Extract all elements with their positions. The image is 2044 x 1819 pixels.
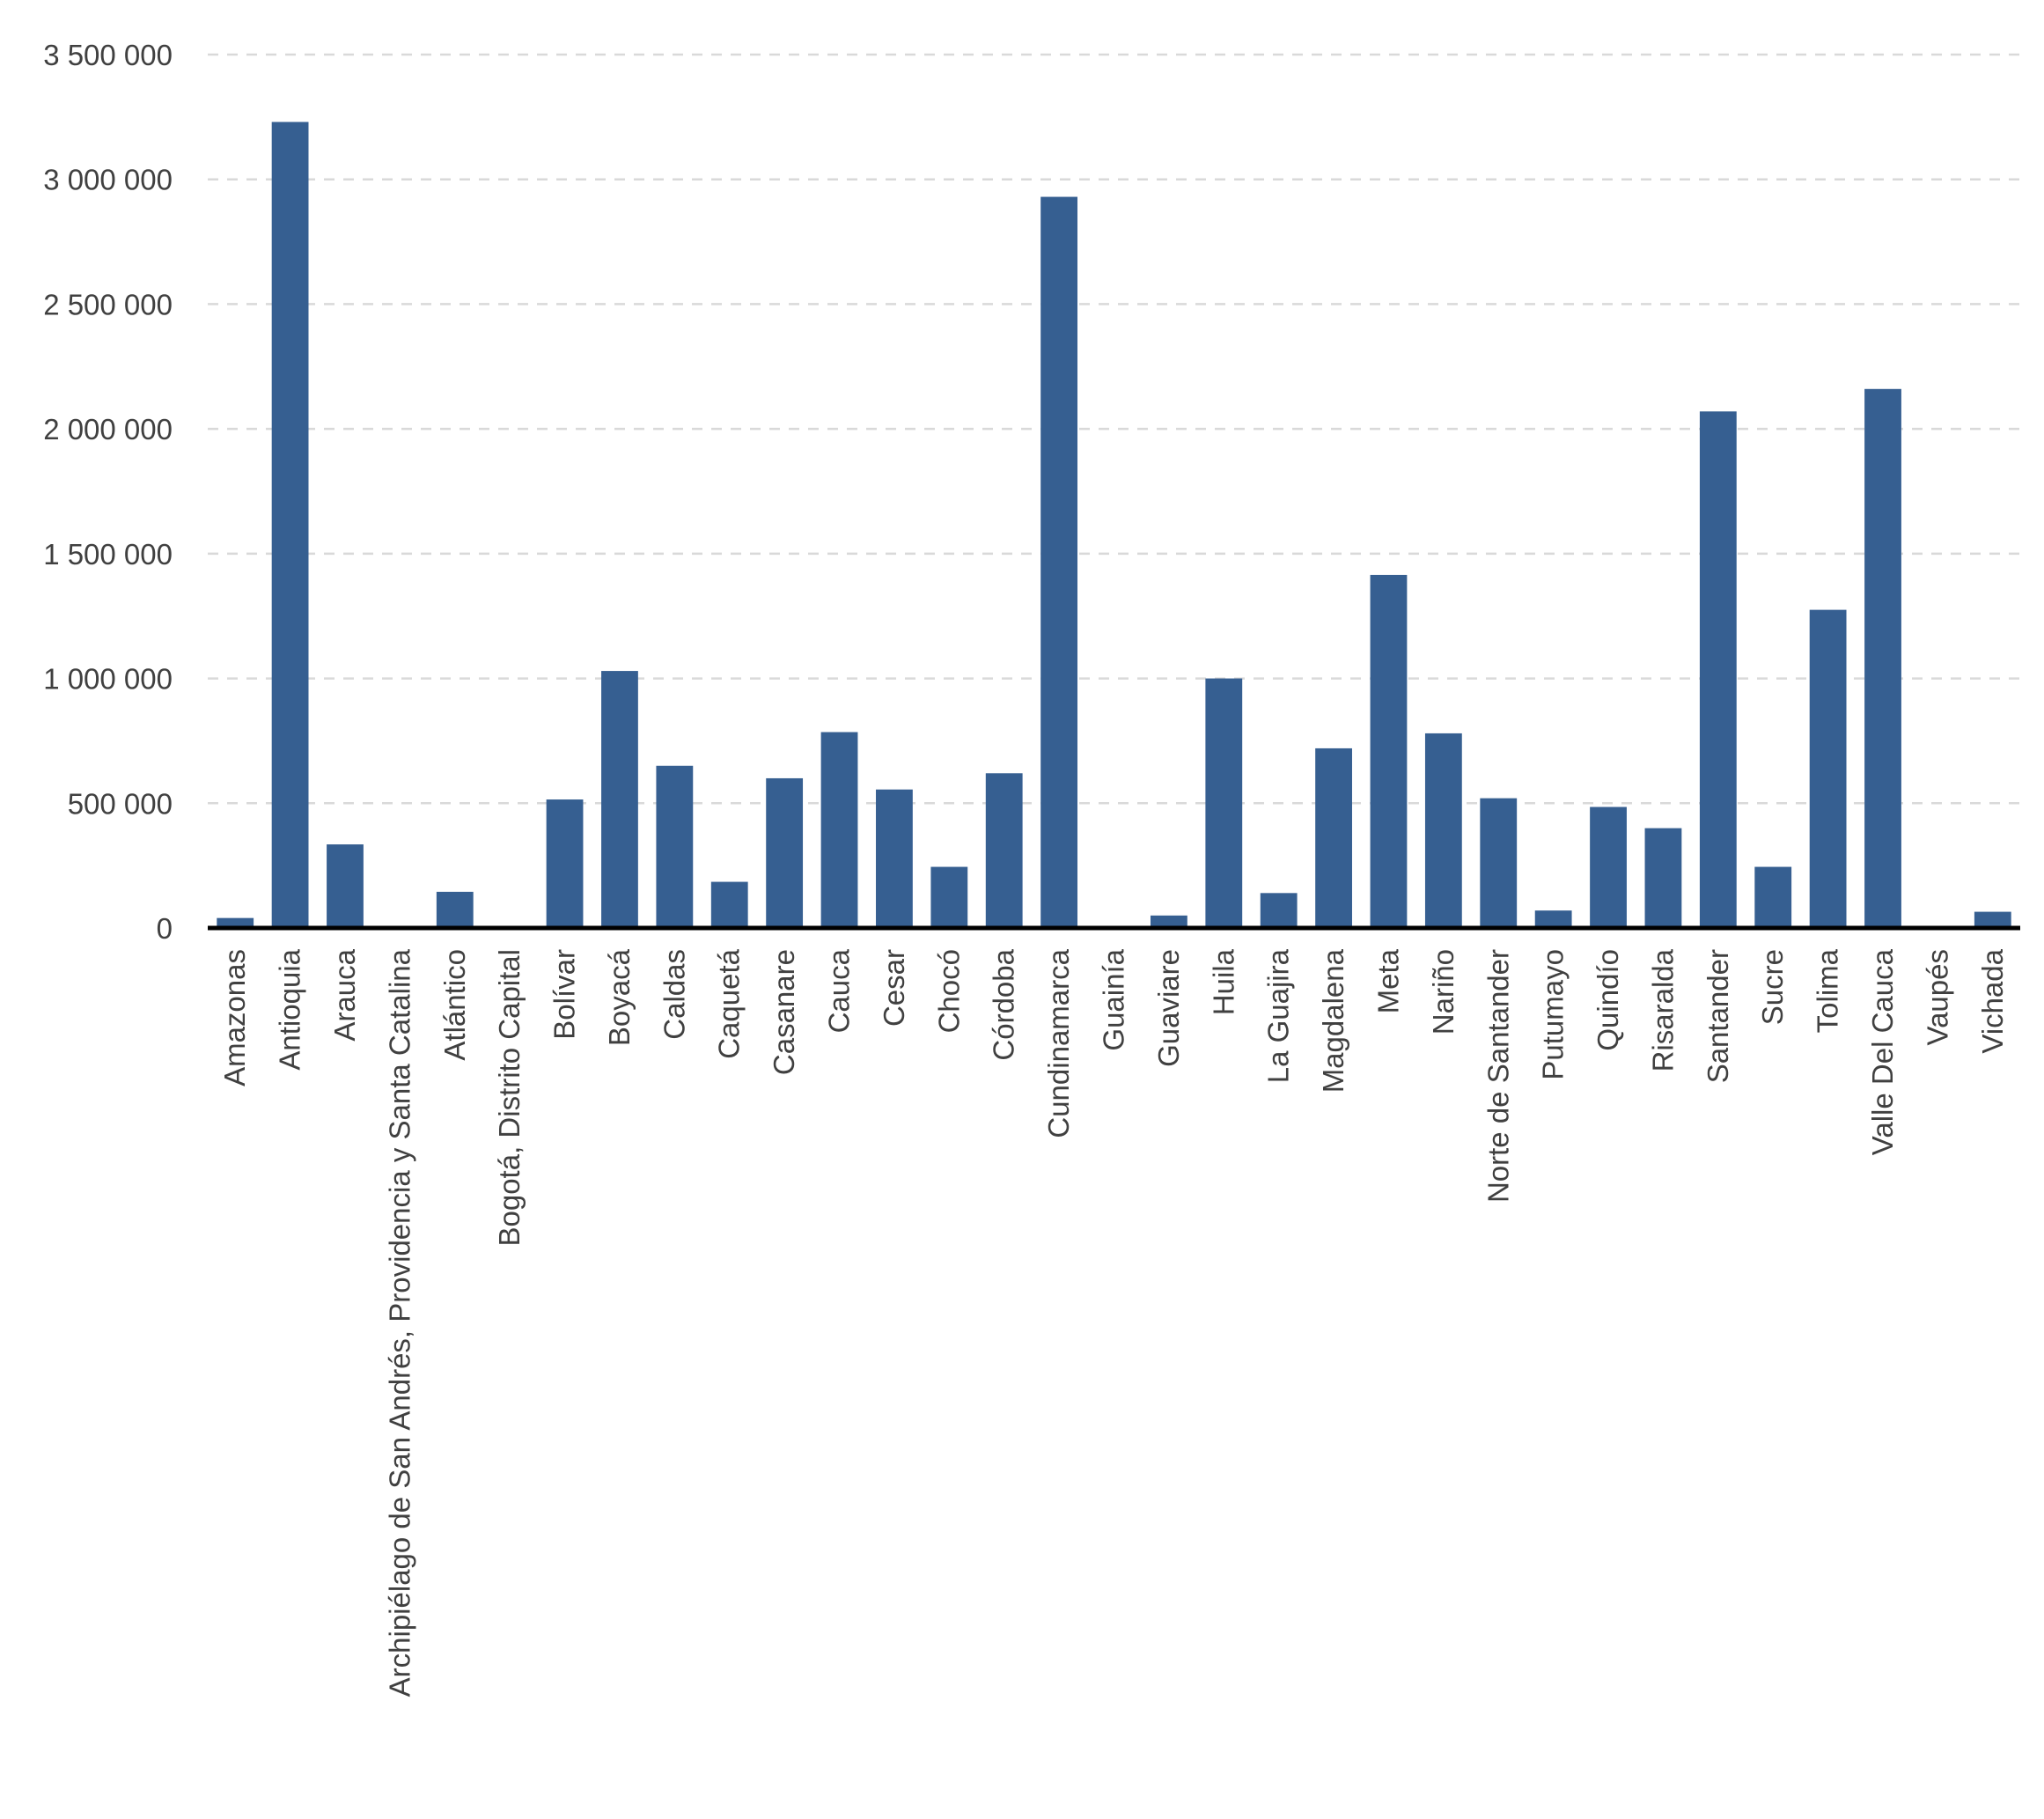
bar	[1754, 866, 1792, 928]
x-category-label: Boyacá	[603, 948, 636, 1046]
gridlines	[208, 53, 2020, 805]
bar	[766, 777, 804, 928]
x-category-label: Caldas	[658, 949, 690, 1040]
x-category-label: Cauca	[823, 948, 856, 1033]
x-category-label: Caquetá	[713, 948, 746, 1058]
x-category-label: La Guajira	[1262, 948, 1295, 1083]
bar	[1644, 828, 1682, 928]
bar	[1315, 747, 1352, 928]
y-tick-label: 3 000 000	[43, 164, 173, 196]
x-category-label: Tolima	[1812, 948, 1844, 1033]
bar	[1480, 798, 1518, 928]
bar	[1150, 915, 1187, 928]
x-category-label: Atlántico	[438, 949, 471, 1061]
bar	[1260, 893, 1298, 928]
bar	[1590, 806, 1627, 928]
y-tick-label: 1 000 000	[43, 663, 173, 696]
x-category-label: Santander	[1702, 949, 1734, 1083]
x-category-label: Vaupés	[1921, 949, 1953, 1045]
bar	[1205, 678, 1243, 928]
x-category-label: Nariño	[1427, 949, 1459, 1035]
x-category-label: Risaralda	[1646, 948, 1679, 1072]
bar	[985, 773, 1023, 928]
bar	[1809, 609, 1847, 928]
y-tick-label: 2 000 000	[43, 413, 173, 446]
x-category-label: Norte de Santander	[1482, 949, 1514, 1203]
x-category-label: Córdoba	[988, 948, 1020, 1060]
x-category-label: Putumayo	[1537, 949, 1570, 1080]
x-category-label: Chocó	[932, 949, 965, 1033]
bar	[1424, 733, 1462, 928]
x-category-label: Magdalena	[1317, 948, 1349, 1093]
y-tick-label: 0	[157, 912, 173, 945]
bar	[546, 799, 584, 928]
bar	[271, 122, 309, 929]
y-tick-label: 500 000	[68, 787, 173, 820]
x-category-label: Cesar	[878, 949, 910, 1027]
bar	[217, 917, 254, 928]
bar	[1040, 196, 1078, 928]
bar	[601, 671, 638, 928]
x-category-label: Valle Del Cauca	[1866, 948, 1899, 1155]
x-category-label: Antioquia	[274, 948, 306, 1070]
bar	[1699, 411, 1737, 928]
bar	[1370, 574, 1408, 928]
bar	[710, 881, 748, 928]
bars	[217, 122, 2011, 929]
bar	[327, 844, 364, 928]
x-category-label: Vichada	[1976, 948, 2009, 1053]
x-category-label: Archipiélago de San Andrés, Providencia …	[383, 948, 415, 1697]
bar	[876, 789, 913, 928]
bar	[656, 765, 694, 928]
y-axis-tick-labels: 0 500 000 1 000 000 1 500 000 2 000 000 2 500…	[43, 39, 173, 945]
bar	[436, 891, 474, 928]
x-category-label: Amazonas	[218, 949, 251, 1086]
x-axis-category-labels: Amazonas Antioquia Arauca Archipiélago de S…	[218, 948, 2009, 1697]
x-category-label: Bolívar	[548, 949, 581, 1040]
bar	[1974, 911, 2011, 928]
y-tick-label: 1 500 000	[43, 538, 173, 571]
x-category-label: Meta	[1371, 948, 1404, 1013]
x-category-label: Huila	[1207, 948, 1239, 1015]
x-category-label: Guaviare	[1152, 949, 1185, 1067]
bar	[1864, 388, 1901, 928]
x-category-label: Cundinamarca	[1042, 948, 1075, 1138]
x-category-label: Casanare	[768, 949, 800, 1075]
bar	[820, 732, 858, 928]
x-category-label: Guainía	[1098, 948, 1130, 1050]
x-category-label: Sucre	[1756, 949, 1789, 1025]
x-category-label: Quindío	[1592, 949, 1624, 1051]
bar	[1534, 910, 1572, 928]
x-category-label: Bogotá, Distrito Capital	[493, 949, 526, 1247]
x-category-label: Arauca	[328, 948, 361, 1041]
y-tick-label: 2 500 000	[43, 288, 173, 320]
bar	[930, 866, 968, 928]
y-tick-label: 3 500 000	[43, 39, 173, 71]
